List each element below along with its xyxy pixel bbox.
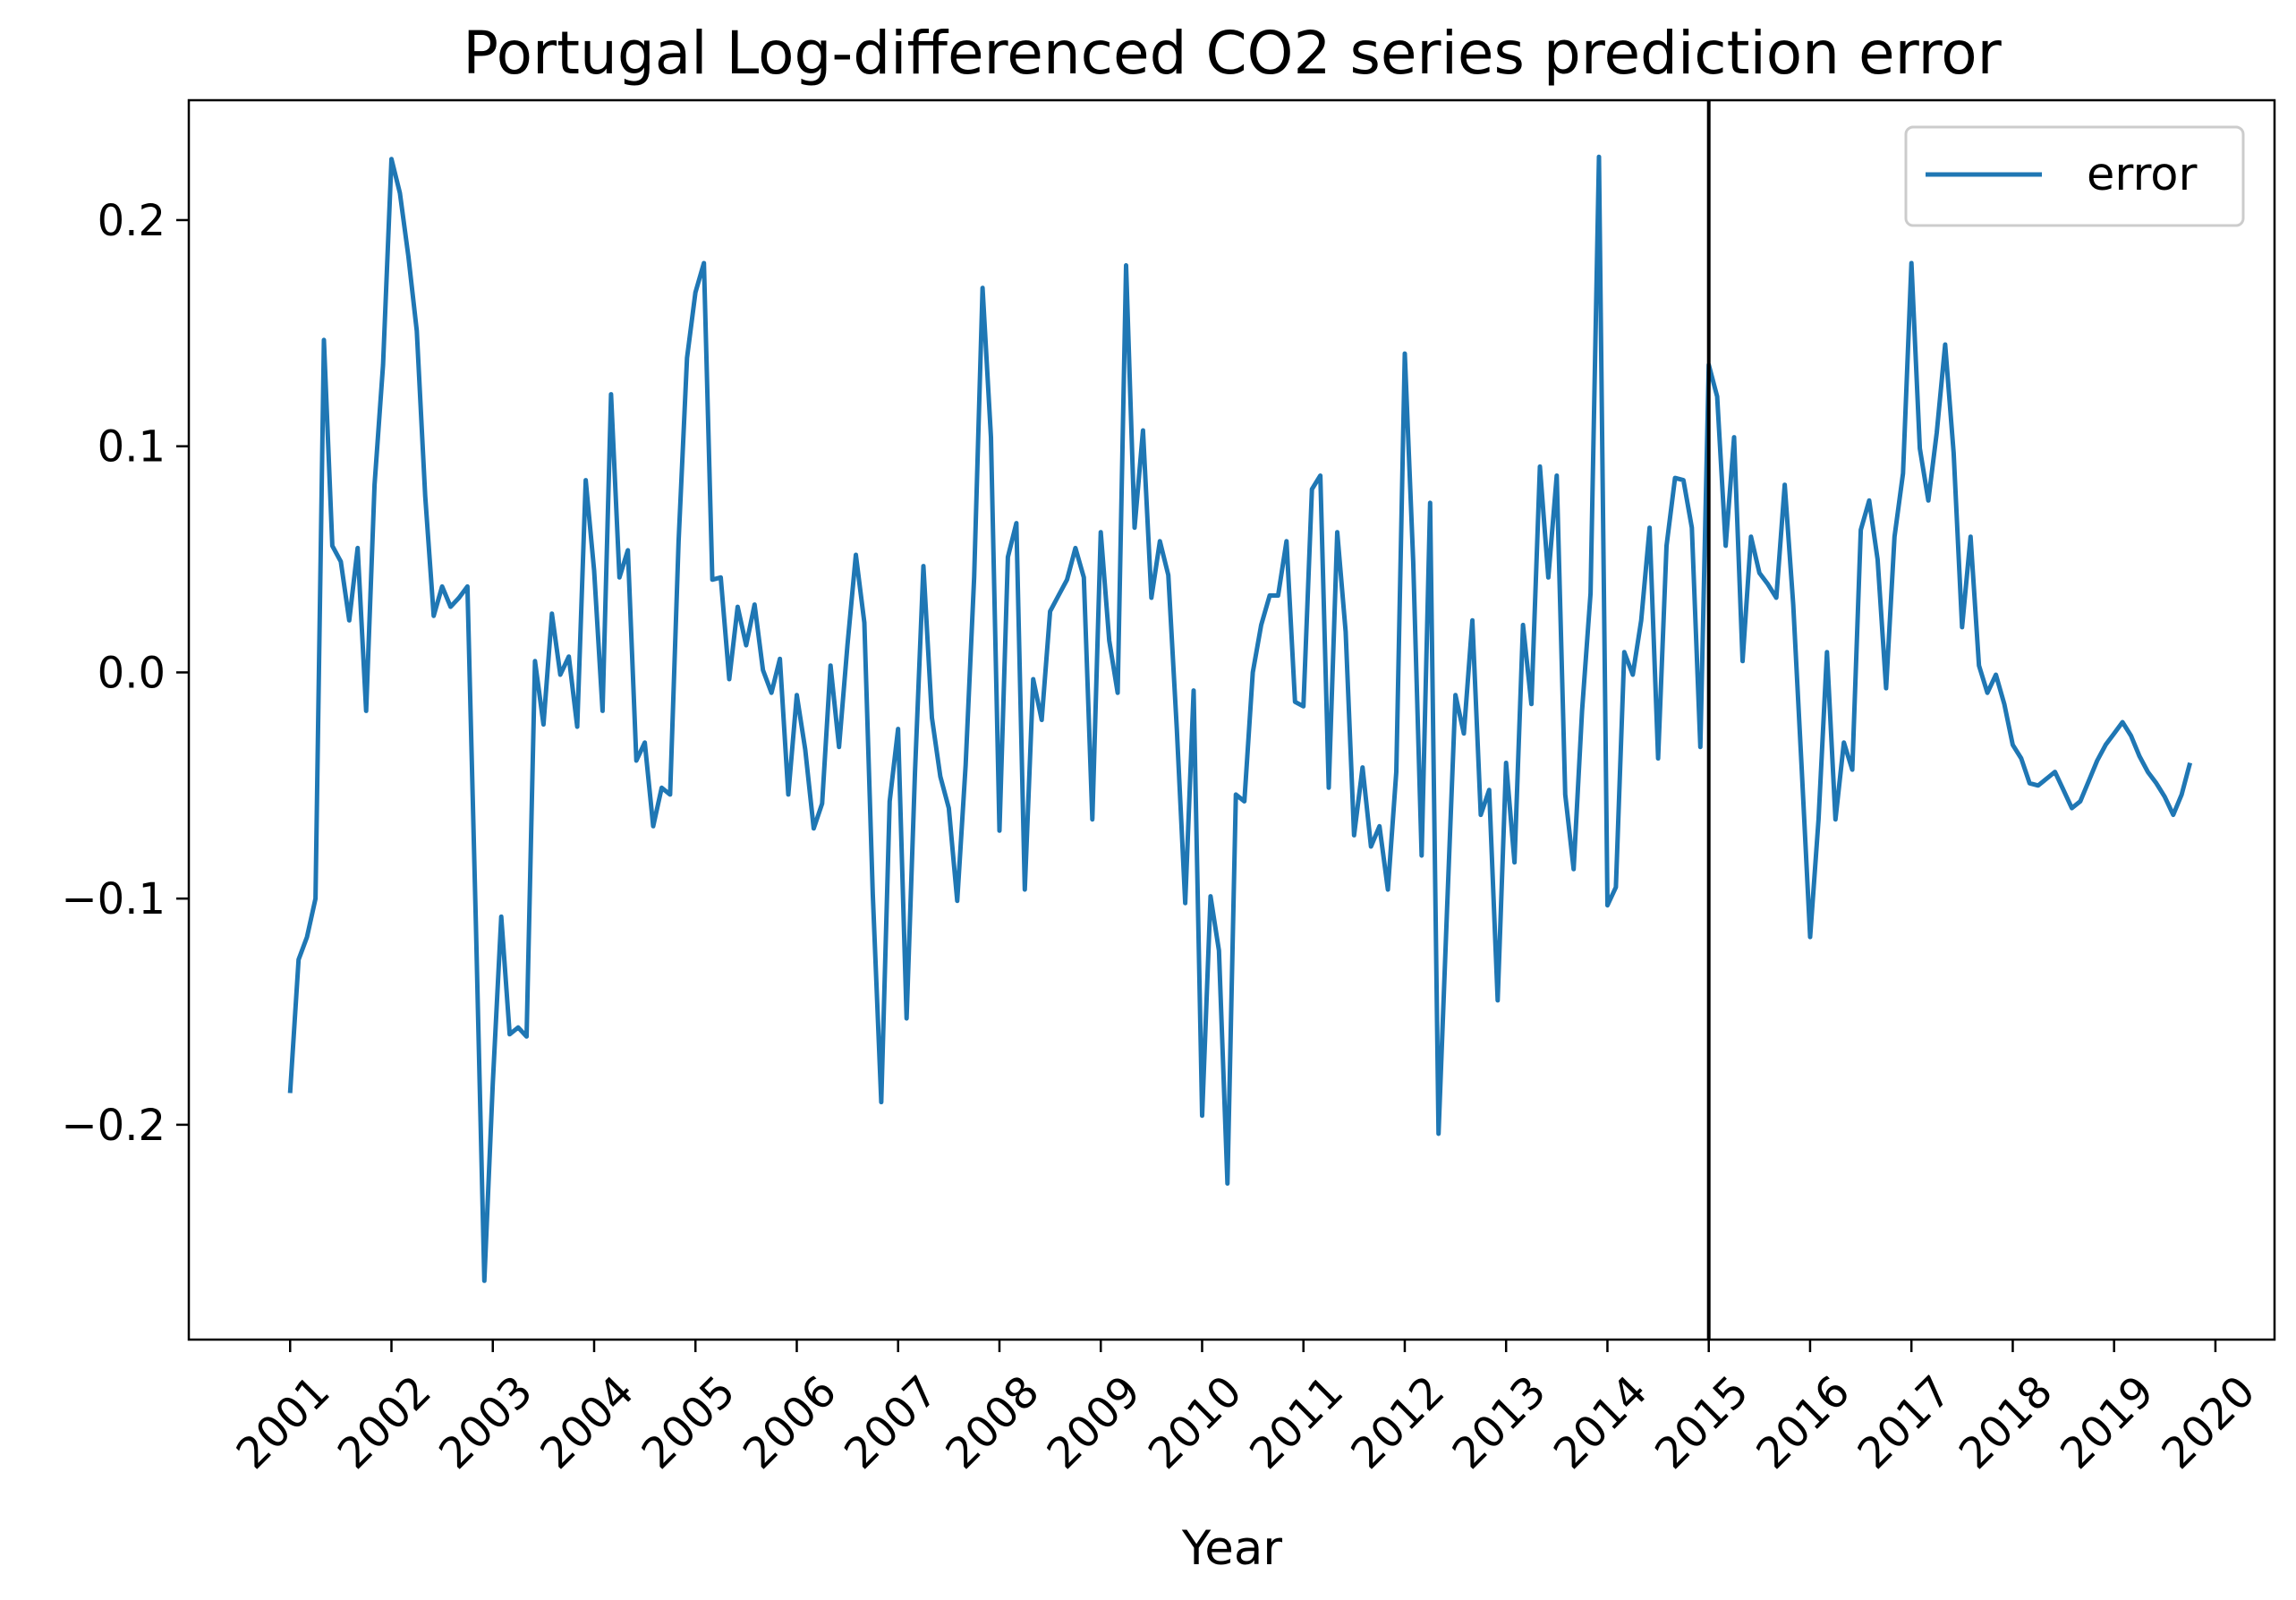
x-axis-label: Year xyxy=(1181,1521,1282,1576)
legend: error xyxy=(1904,125,2245,227)
x-tick-label: 2014 xyxy=(1544,1366,1657,1479)
x-tick-label: 2009 xyxy=(1038,1366,1151,1479)
x-tick-label: 2012 xyxy=(1341,1366,1454,1479)
x-tick-label: 2004 xyxy=(531,1366,643,1479)
y-tick-label: 0.1 xyxy=(98,422,166,472)
x-tick-label: 2013 xyxy=(1443,1366,1556,1479)
x-tick-label: 2019 xyxy=(2051,1366,2164,1479)
x-tick-label: 2003 xyxy=(429,1366,542,1479)
x-tick-label: 2007 xyxy=(835,1366,948,1479)
legend-frame xyxy=(1904,125,2245,227)
chart-title: Portugal Log-differenced CO2 series pred… xyxy=(463,19,2002,88)
y-tick-label: −0.1 xyxy=(61,874,166,924)
y-tick-label: 0.2 xyxy=(98,196,166,246)
x-tick-label: 2002 xyxy=(328,1366,441,1479)
x-tick-label: 2011 xyxy=(1240,1366,1353,1479)
series-line-error xyxy=(287,154,2193,1283)
legend-label-error: error xyxy=(2087,149,2197,201)
y-axis: −0.2 −0.1 0.0 0.1 0.2 xyxy=(61,196,189,1151)
x-tick-label: 2005 xyxy=(633,1366,745,1479)
x-tick-label: 2001 xyxy=(227,1366,340,1479)
plot-area xyxy=(187,98,2276,1341)
y-tick-label: −0.2 xyxy=(61,1101,166,1151)
x-tick-label: 2008 xyxy=(936,1366,1049,1479)
x-tick-label: 2015 xyxy=(1645,1366,1758,1479)
x-tick-label: 2020 xyxy=(2152,1366,2265,1479)
x-tick-label: 2016 xyxy=(1747,1366,1859,1479)
x-tick-label: 2010 xyxy=(1139,1366,1252,1479)
x-axis: 2001200220032004200520062007200820092010… xyxy=(227,1340,2265,1479)
x-tick-label: 2006 xyxy=(734,1366,846,1479)
y-tick-label: 0.0 xyxy=(98,648,166,698)
axes-frame xyxy=(187,98,2276,1341)
x-tick-label: 2018 xyxy=(1950,1366,2062,1479)
x-tick-label: 2017 xyxy=(1849,1366,1961,1479)
